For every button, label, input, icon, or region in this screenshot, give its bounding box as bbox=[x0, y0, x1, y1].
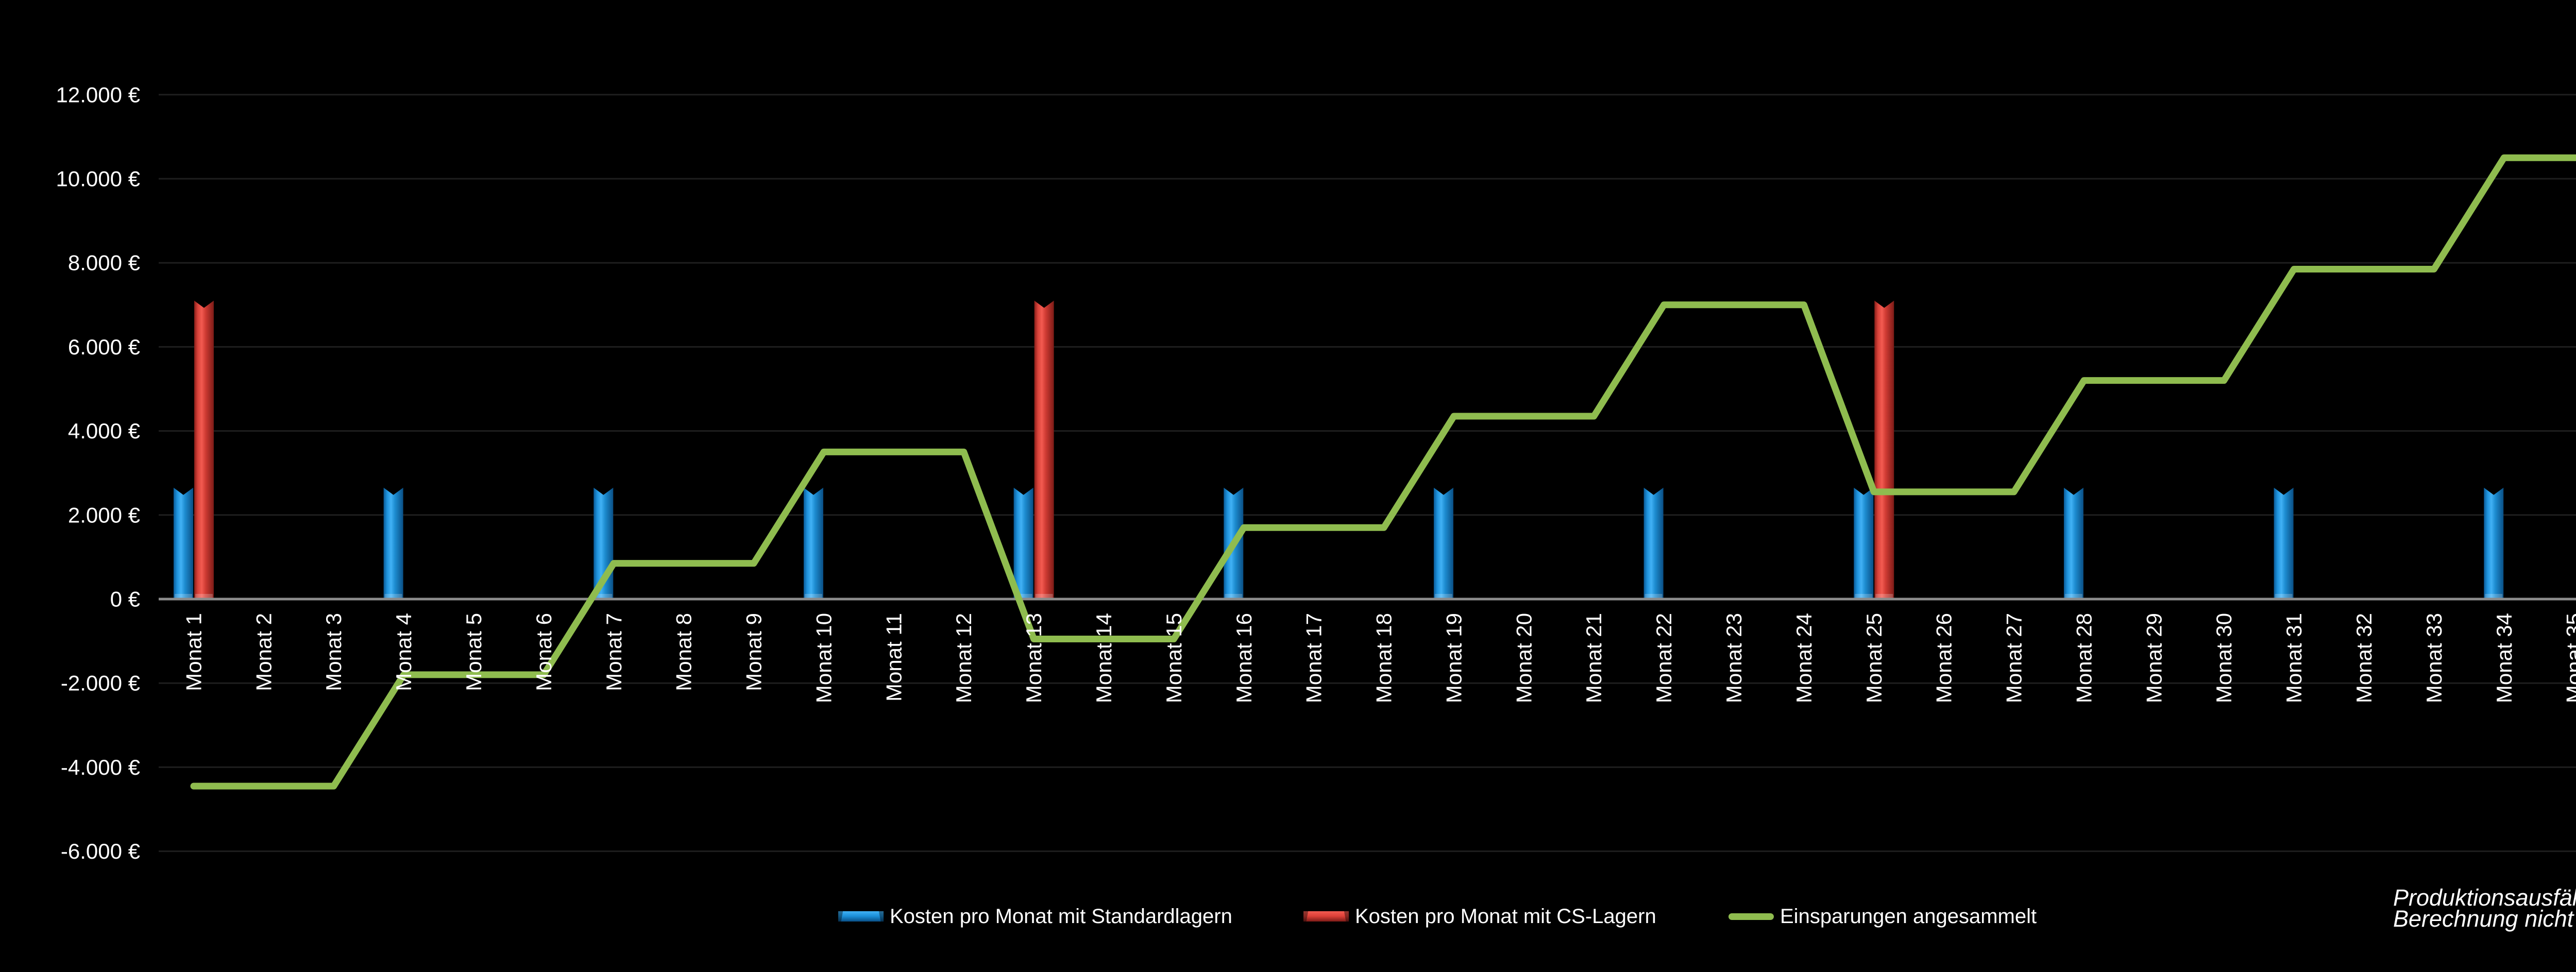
bar-base-highlight bbox=[2485, 594, 2503, 599]
bar-base-highlight bbox=[2275, 594, 2293, 599]
x-axis-tick-label: Monat 28 bbox=[2072, 613, 2096, 703]
bar-standard-cost bbox=[2063, 487, 2083, 600]
x-axis-tick-label: Monat 5 bbox=[462, 613, 486, 691]
x-axis-tick-label: Monat 29 bbox=[2142, 613, 2166, 703]
x-axis-tick-label: Monat 10 bbox=[811, 613, 836, 703]
bar-base-highlight bbox=[1645, 594, 1663, 599]
x-axis-tick-label: Monat 25 bbox=[1862, 613, 1886, 703]
y-axis-tick-label: 10.000 € bbox=[56, 167, 141, 191]
x-axis-tick-label: Monat 3 bbox=[321, 613, 346, 691]
bar-standard-cost bbox=[1643, 487, 1664, 600]
x-axis-tick-label: Monat 7 bbox=[602, 613, 626, 691]
bar-cs-cost bbox=[1034, 300, 1054, 600]
bar-base-highlight bbox=[1855, 594, 1873, 599]
savings-line bbox=[190, 154, 2576, 790]
x-axis-tick-label: Monat 4 bbox=[392, 613, 416, 691]
bar-base-highlight bbox=[195, 594, 213, 599]
x-axis-tick-label: Monat 31 bbox=[2282, 613, 2306, 703]
bar-base-highlight bbox=[1014, 594, 1032, 599]
legend-label-savings: Einsparungen angesammelt bbox=[1780, 905, 2037, 928]
bar-standard-cost bbox=[1013, 487, 1033, 600]
legend-item-cs: Kosten pro Monat mit CS-Lagern bbox=[1303, 905, 1656, 928]
x-axis-tick-label: Monat 34 bbox=[2492, 613, 2516, 703]
x-axis-tick-label: Monat 16 bbox=[1232, 613, 1256, 703]
x-axis-tick-label: Monat 17 bbox=[1302, 613, 1326, 703]
x-axis-tick-label: Monat 12 bbox=[952, 613, 976, 703]
bar-cs-cost bbox=[194, 300, 214, 600]
legend-swatch-standard-icon bbox=[838, 911, 884, 922]
x-axis-tick-label: Monat 9 bbox=[742, 613, 766, 691]
bar-standard-cost bbox=[803, 487, 823, 600]
x-axis-tick-label: Monat 21 bbox=[1582, 613, 1606, 703]
x-axis-tick-label: Monat 2 bbox=[251, 613, 276, 691]
bar-standard-cost bbox=[173, 487, 193, 600]
x-axis-tick-label: Monat 8 bbox=[672, 613, 696, 691]
x-axis-tick-label: Monat 15 bbox=[1162, 613, 1186, 703]
legend-item-standard: Kosten pro Monat mit Standardlagern bbox=[838, 905, 1232, 928]
bar-base-highlight bbox=[804, 594, 822, 599]
legend-label-standard: Kosten pro Monat mit Standardlagern bbox=[890, 905, 1232, 928]
x-axis-tick-label: Monat 27 bbox=[2002, 613, 2026, 703]
y-axis-tick-label: -6.000 € bbox=[61, 839, 140, 863]
bar-base-highlight bbox=[384, 594, 402, 599]
y-axis-tick-label: -2.000 € bbox=[61, 671, 140, 695]
x-axis-tick-label: Monat 22 bbox=[1652, 613, 1676, 703]
bar-base-highlight bbox=[2064, 594, 2082, 599]
x-axis-tick-label: Monat 20 bbox=[1512, 613, 1536, 703]
footnote-line-1: Produktionsausfälle sind in dieser bbox=[2393, 884, 2576, 911]
x-axis-tick-label: Monat 23 bbox=[1722, 613, 1746, 703]
y-axis-tick-label: 12.000 € bbox=[56, 82, 141, 107]
bar-standard-cost bbox=[1854, 487, 1874, 600]
x-axis-tick-label: Monat 6 bbox=[532, 613, 556, 691]
x-axis-tick-label: Monat 14 bbox=[1092, 613, 1116, 703]
y-axis-tick-label: 8.000 € bbox=[68, 251, 140, 275]
y-axis-tick-label: 2.000 € bbox=[68, 503, 140, 527]
x-axis-tick-label: Monat 19 bbox=[1442, 613, 1466, 703]
bar-base-highlight bbox=[1434, 594, 1452, 599]
bar-cs-cost bbox=[1874, 300, 1894, 600]
x-axis-tick-label: Monat 1 bbox=[181, 613, 206, 691]
legend-item-savings: Einsparungen angesammelt bbox=[1728, 905, 2037, 928]
x-axis-tick-label: Monat 35 bbox=[2562, 613, 2576, 703]
bar-base-highlight bbox=[1875, 594, 1893, 599]
footnote-line-2: Berechnung nicht enthalten bbox=[2393, 906, 2576, 932]
x-axis-tick-label: Monat 24 bbox=[1792, 613, 1816, 703]
x-axis-tick-label: Monat 11 bbox=[882, 613, 906, 702]
bar-base-highlight bbox=[1035, 594, 1053, 599]
legend-swatch-cs-icon bbox=[1303, 911, 1349, 922]
bar-base-highlight bbox=[595, 594, 613, 599]
y-axis-tick-label: -4.000 € bbox=[61, 755, 140, 779]
legend-swatch-savings-icon bbox=[1728, 913, 1774, 920]
bar-base-highlight bbox=[174, 594, 192, 599]
y-axis-tick-label: 0 € bbox=[110, 587, 140, 611]
x-axis-tick-label: Monat 33 bbox=[2422, 613, 2446, 703]
y-axis-tick-label: 6.000 € bbox=[68, 335, 140, 359]
bar-standard-cost bbox=[383, 487, 403, 600]
x-axis-tick-label: Monat 32 bbox=[2352, 613, 2376, 703]
bar-standard-cost bbox=[2484, 487, 2504, 600]
x-axis-tick-label: Monat 26 bbox=[1932, 613, 1956, 703]
bar-standard-cost bbox=[1433, 487, 1453, 600]
footnote: Produktionsausfälle sind in dieser Berec… bbox=[2393, 884, 2576, 932]
x-axis-tick-label: Monat 13 bbox=[1022, 613, 1046, 703]
x-axis-tick-label: Monat 30 bbox=[2212, 613, 2236, 703]
bar-base-highlight bbox=[1225, 594, 1243, 599]
bar-standard-cost bbox=[2274, 487, 2294, 600]
legend-label-cs: Kosten pro Monat mit CS-Lagern bbox=[1355, 905, 1656, 928]
y-axis-tick-label: 4.000 € bbox=[68, 419, 140, 443]
x-axis-tick-label: Monat 18 bbox=[1372, 613, 1396, 703]
